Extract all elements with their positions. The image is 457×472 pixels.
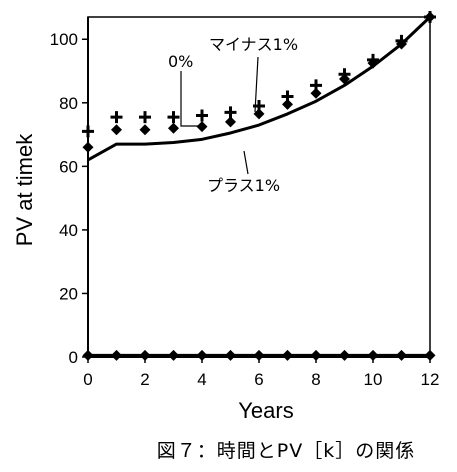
data-point-diamond [310,87,322,99]
annotation-leader-minus [254,56,259,113]
series-2 [87,15,432,162]
data-point-plus [82,125,94,138]
data-point-diamond [396,349,407,361]
y-tick-label: 0 [69,348,78,367]
data-point-diamond [282,349,293,361]
data-point-diamond [111,124,122,136]
y-tick-label: 80 [59,94,78,113]
data-point-plus [110,111,123,124]
annotation-leader-plus [243,150,249,175]
data-point-diamond [82,349,94,361]
tick-layer: 0 2 4 6 8 10 12 0 20 40 60 80 100 [50,30,440,389]
data-point-diamond [310,349,322,361]
data-point-diamond [424,349,436,361]
annotation-leader-zero [180,71,198,127]
y-tick-label: 40 [59,221,78,240]
x-tick-label: 6 [254,370,263,389]
x-tick-label: 10 [364,370,383,389]
data-point-plus [139,111,151,124]
data-point-diamond [253,349,265,361]
annotation-plus-1pct: プラス1% [207,176,280,195]
data-point-diamond [253,108,265,120]
x-tick-label: 12 [421,370,440,389]
annotation-0pct: 0% [168,52,193,71]
y-tick-label: 100 [50,30,78,49]
data-point-diamond [139,349,151,361]
x-axis-label: Years [238,398,293,423]
y-axis-label: PV at timek [12,133,37,246]
x-tick-label: 0 [83,370,92,389]
data-point-plus [167,111,180,124]
x-tick-label: 2 [140,370,149,389]
data-point-diamond [196,349,208,361]
series-layer [82,11,436,361]
y-tick-label: 20 [59,284,78,303]
series-1 [82,11,436,153]
data-point-diamond [196,121,208,133]
data-point-diamond [225,116,236,128]
data-point-diamond [339,349,350,361]
series-3 [82,349,436,361]
data-point-diamond [225,349,236,361]
x-tick-label: 8 [311,370,320,389]
figure-caption: 図７：時間とPV［k］の関係 [157,440,415,462]
data-point-diamond [111,349,122,361]
annotation-minus-1pct: マイナス1% [209,35,298,54]
data-point-diamond [82,141,94,153]
data-point-diamond [168,349,179,361]
data-point-diamond [282,98,293,110]
data-point-diamond [168,122,179,134]
data-point-plus [224,106,237,119]
data-point-plus [196,109,208,122]
data-point-diamond [139,124,151,136]
x-tick-label: 4 [197,370,206,389]
y-tick-label: 60 [59,157,78,176]
data-point-diamond [367,349,379,361]
series-line [87,15,432,162]
